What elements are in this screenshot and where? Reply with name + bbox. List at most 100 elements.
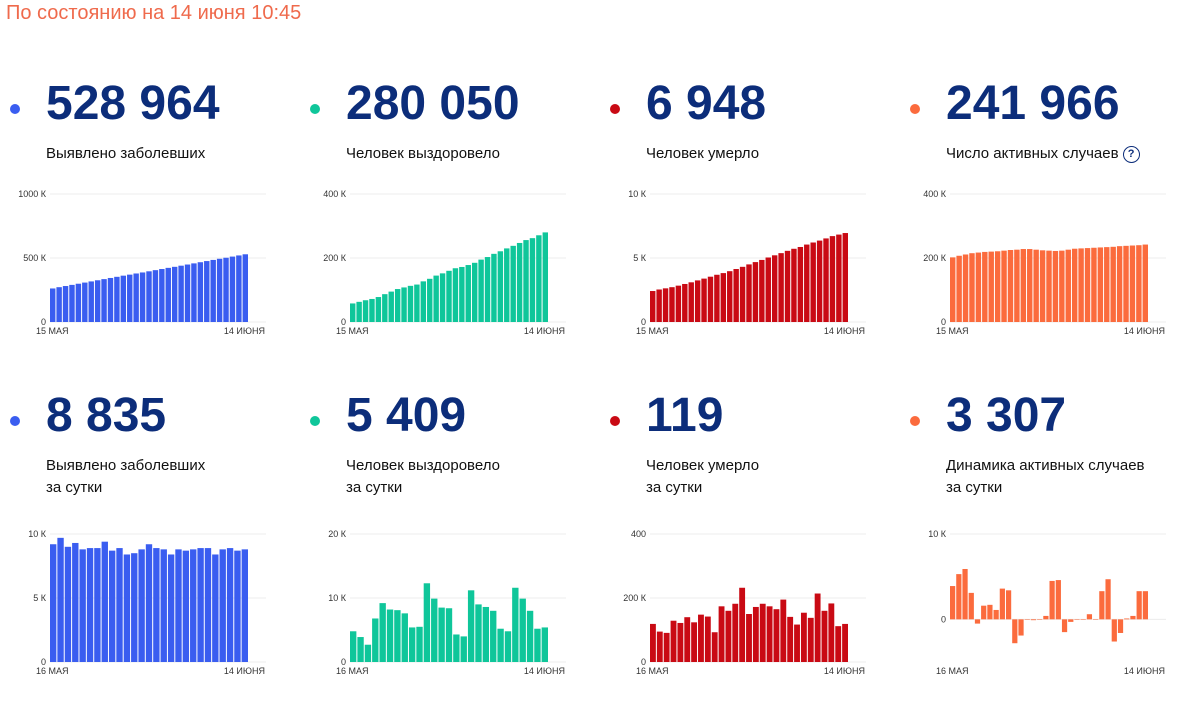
series-dot-icon bbox=[610, 104, 620, 114]
bar bbox=[519, 598, 526, 662]
bar bbox=[956, 574, 962, 620]
bar bbox=[420, 281, 427, 322]
x-end-label: 14 ИЮНЯ bbox=[524, 666, 565, 676]
bar bbox=[1129, 245, 1136, 322]
bar bbox=[1080, 619, 1086, 620]
y-tick-label: 0 bbox=[641, 317, 646, 327]
bar bbox=[956, 255, 962, 322]
bar bbox=[810, 242, 816, 322]
stat-value: 6 948 bbox=[646, 77, 767, 130]
bar bbox=[216, 258, 223, 322]
bar bbox=[675, 285, 682, 322]
x-start-label: 15 МАЯ bbox=[936, 326, 969, 336]
help-icon[interactable]: ? bbox=[1122, 146, 1140, 163]
y-tick-label: 200 К bbox=[323, 253, 347, 263]
bar bbox=[1111, 619, 1117, 642]
y-tick-label: 200 К bbox=[923, 253, 947, 263]
bar bbox=[725, 610, 732, 662]
series-dot-icon bbox=[910, 104, 920, 114]
bar bbox=[523, 240, 529, 322]
bar bbox=[526, 610, 534, 662]
bar bbox=[160, 549, 167, 662]
bar bbox=[1020, 249, 1027, 322]
bar bbox=[478, 259, 484, 322]
bar bbox=[1055, 580, 1061, 620]
bar bbox=[981, 605, 987, 620]
bar bbox=[465, 265, 471, 322]
bar bbox=[401, 613, 408, 662]
bar bbox=[146, 271, 152, 322]
stat-value: 5 409 bbox=[346, 389, 467, 442]
stat-label: Выявлено заболевших bbox=[46, 143, 205, 165]
bar bbox=[1052, 250, 1059, 322]
bar bbox=[1074, 619, 1080, 620]
bar bbox=[64, 546, 72, 662]
bar bbox=[241, 549, 248, 662]
bar bbox=[210, 259, 216, 322]
chart: 0 500 К 1000 К 15 МАЯ 14 ИЮНЯ bbox=[18, 189, 266, 336]
bar bbox=[133, 273, 139, 322]
bar bbox=[669, 287, 675, 322]
bar bbox=[484, 257, 491, 322]
bar bbox=[771, 255, 778, 322]
bar bbox=[516, 242, 523, 322]
stat-card: 8 835 Выявлено заболевших за сутки 0 5 К 10 К… bbox=[6, 372, 266, 712]
bar bbox=[732, 603, 739, 662]
bar bbox=[780, 599, 787, 662]
stat-label-line1: Число активных случаев bbox=[946, 145, 1119, 162]
bar bbox=[1061, 619, 1068, 633]
bar bbox=[662, 288, 669, 322]
bar bbox=[821, 610, 828, 662]
stat-label: Число активных случаев? bbox=[946, 143, 1140, 165]
chart: 0 10 К 20 К 16 МАЯ 14 ИЮНЯ bbox=[328, 529, 566, 676]
bar bbox=[682, 283, 688, 322]
y-tick-label: 10 К bbox=[28, 529, 47, 539]
bar bbox=[204, 548, 212, 662]
stat-label: Человек умерло за сутки bbox=[646, 455, 759, 499]
y-tick-label: 5 К bbox=[33, 593, 47, 603]
bar bbox=[242, 254, 248, 322]
stat-label-line1: Динамика активных случаев bbox=[946, 457, 1145, 474]
bar bbox=[807, 617, 814, 662]
bar bbox=[994, 251, 1001, 322]
stat-label-line2: за сутки bbox=[646, 479, 703, 496]
y-tick-label: 20 К bbox=[328, 529, 347, 539]
bar bbox=[1123, 245, 1129, 322]
bar bbox=[219, 549, 226, 662]
stat-label-line1: Человек выздоровело bbox=[346, 457, 500, 474]
x-start-label: 16 МАЯ bbox=[636, 666, 669, 676]
bar bbox=[542, 232, 548, 322]
bar bbox=[372, 618, 379, 662]
bar bbox=[1024, 619, 1030, 620]
bar bbox=[50, 544, 57, 662]
series-dot-icon bbox=[10, 416, 20, 426]
bar bbox=[694, 280, 701, 322]
stat-label: Выявлено заболевших за сутки bbox=[46, 455, 205, 499]
status-timestamp: По состоянию на 14 июня 10:45 bbox=[6, 2, 302, 24]
y-tick-label: 0 bbox=[41, 657, 46, 667]
stat-value: 280 050 bbox=[346, 77, 520, 130]
bar bbox=[182, 550, 190, 662]
bar bbox=[116, 548, 123, 662]
bar bbox=[1071, 248, 1078, 322]
bar bbox=[797, 246, 804, 322]
bar bbox=[1142, 244, 1148, 322]
stat-value: 241 966 bbox=[946, 77, 1120, 130]
bar bbox=[408, 627, 416, 662]
bar bbox=[369, 298, 375, 322]
bar bbox=[1099, 591, 1105, 620]
bar bbox=[88, 281, 94, 322]
bar bbox=[165, 267, 171, 322]
chart: 0 200 К 400 К 15 МАЯ 14 ИЮНЯ bbox=[923, 189, 1166, 336]
bar bbox=[1005, 590, 1012, 620]
bar bbox=[766, 606, 773, 662]
stat-card: 119 Человек умерло за сутки 0 200 К 400 16 МАЯ… bbox=[606, 372, 866, 712]
bar bbox=[175, 549, 182, 662]
bar bbox=[152, 270, 159, 322]
bar bbox=[1142, 591, 1148, 620]
bar bbox=[1117, 619, 1124, 633]
bar bbox=[950, 586, 956, 620]
bar bbox=[120, 275, 127, 322]
bar bbox=[79, 549, 86, 662]
bar bbox=[471, 262, 478, 322]
